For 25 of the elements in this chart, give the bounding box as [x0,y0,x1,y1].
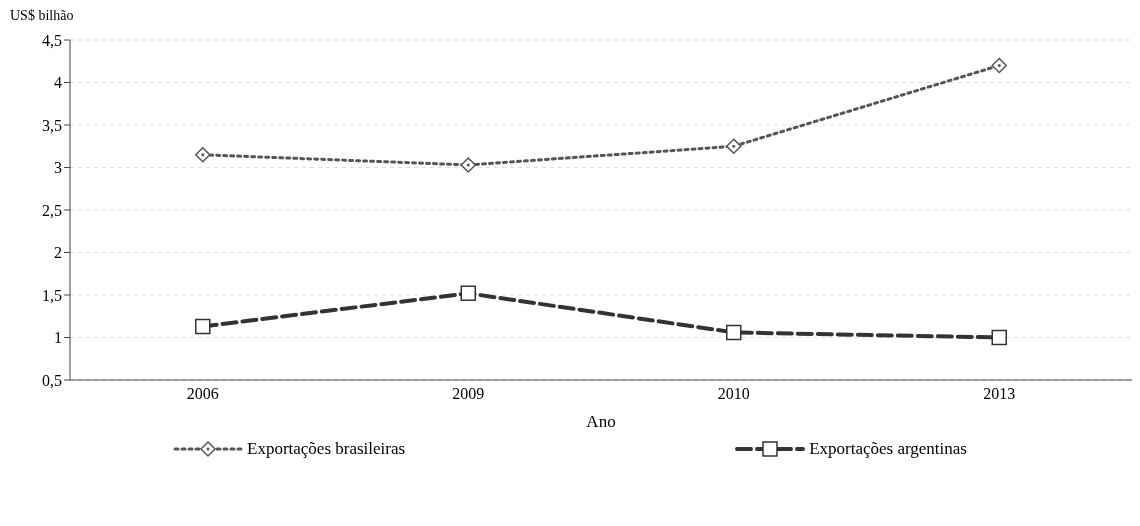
point [726,138,742,154]
point [460,285,476,302]
y-tick-label: 0,5 [42,371,62,389]
y-tick-label: 4 [54,74,62,92]
y-tick-label: 3,5 [42,116,62,134]
y-tick-label: 2 [54,244,62,262]
point [991,329,1007,346]
x-tick-label: 2009 [452,385,485,403]
point [195,318,211,335]
x-tick-label: 2013 [983,385,1016,403]
point [195,147,211,163]
y-tick-label: 1 [54,329,62,347]
point [460,157,476,173]
x-tick-label: 2006 [186,385,219,403]
legend-label: Exportações argentinas [809,439,967,459]
y-tick-label: 3 [54,159,62,177]
point [991,57,1007,74]
y-tick-label: 1,5 [42,286,62,304]
point [726,324,742,341]
y-tick-label: 2,5 [42,201,62,219]
x-tick-label: 2010 [717,385,750,403]
y-axis-title: US$ bilhão [9,8,75,25]
y-tick-label: 4,5 [42,31,62,49]
legend-label: Exportações brasileiras [247,439,406,459]
x-axis-title: Ano [586,412,616,431]
